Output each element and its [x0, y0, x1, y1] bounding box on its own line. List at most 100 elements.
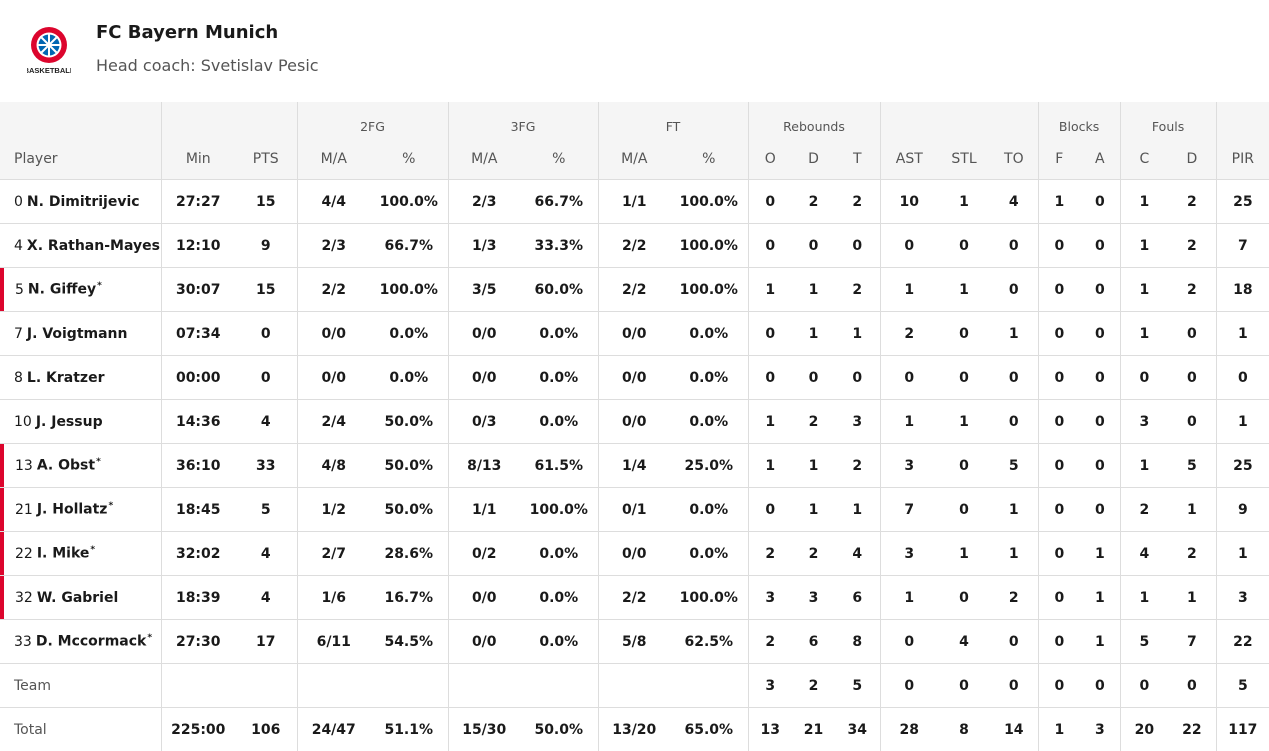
- column-header: PTS: [235, 139, 297, 180]
- player-name: D. Mccormack: [36, 634, 147, 650]
- stat-cell: 0: [1168, 312, 1216, 356]
- stat-cell: 0: [1168, 664, 1216, 708]
- stat-cell: 0: [1080, 488, 1120, 532]
- stat-cell: 2/4: [297, 400, 370, 444]
- logo-diamonds: [39, 35, 60, 56]
- stat-cell: 15: [235, 268, 297, 312]
- column-header: D: [792, 139, 835, 180]
- stat-cell: 0/2: [448, 532, 520, 576]
- stat-cell: 0: [748, 312, 792, 356]
- stat-cell: 4: [990, 180, 1038, 224]
- stat-cell: 5/8: [598, 620, 670, 664]
- stat-cell: 9: [235, 224, 297, 268]
- stat-cell: 2: [748, 532, 792, 576]
- stat-cell: 0/0: [448, 576, 520, 620]
- stat-cell: 4: [835, 532, 880, 576]
- stat-cell: 5: [835, 664, 880, 708]
- stat-cell: 0: [938, 444, 990, 488]
- group-header: [161, 102, 297, 139]
- stat-cell: 1: [1120, 268, 1168, 312]
- stat-cell: 0: [1038, 356, 1080, 400]
- stat-cell: 1: [938, 268, 990, 312]
- stat-cell: 0.0%: [520, 356, 598, 400]
- stat-cell: 0: [990, 224, 1038, 268]
- jersey-number: 0: [14, 194, 23, 210]
- column-header: Min: [161, 139, 235, 180]
- stat-cell: 1: [1080, 532, 1120, 576]
- stat-cell: 0/0: [598, 312, 670, 356]
- stat-cell: 3: [1216, 576, 1269, 620]
- player-name: J. Voigtmann: [27, 326, 128, 342]
- stat-cell: 0: [235, 356, 297, 400]
- stat-cell: 1: [1168, 576, 1216, 620]
- stat-cell: 0: [1120, 664, 1168, 708]
- stat-cell: 0.0%: [670, 400, 748, 444]
- stat-cell: 32:02: [161, 532, 235, 576]
- column-header: D: [1168, 139, 1216, 180]
- stat-cell: 0/1: [598, 488, 670, 532]
- stat-cell: 24/47: [297, 708, 370, 751]
- stat-cell: 1/4: [598, 444, 670, 488]
- head-coach: Head coach: Svetislav Pesic: [96, 56, 319, 75]
- column-header: %: [520, 139, 598, 180]
- stat-cell: 1: [880, 268, 938, 312]
- stat-cell: 0: [792, 224, 835, 268]
- column-header: AST: [880, 139, 938, 180]
- player-name: N. Dimitrijevic: [27, 194, 140, 210]
- stat-cell: 2/2: [598, 268, 670, 312]
- column-header: TO: [990, 139, 1038, 180]
- stat-cell: 0: [1038, 620, 1080, 664]
- stat-cell: [235, 664, 297, 708]
- column-header: M/A: [448, 139, 520, 180]
- stat-cell: [598, 664, 670, 708]
- group-header: 3FG: [448, 102, 598, 139]
- stat-cell: 0: [748, 356, 792, 400]
- stat-cell: [370, 664, 448, 708]
- jersey-number: 8: [14, 370, 23, 386]
- stat-cell: 0/0: [448, 312, 520, 356]
- stat-cell: 0: [990, 400, 1038, 444]
- jersey-number: 10: [14, 414, 32, 430]
- stat-cell: [520, 664, 598, 708]
- stat-cell: 100.0%: [370, 180, 448, 224]
- stat-cell: 0: [938, 488, 990, 532]
- stat-cell: 0.0%: [670, 312, 748, 356]
- stat-cell: 0: [1080, 268, 1120, 312]
- stat-cell: 0: [880, 664, 938, 708]
- stat-cell: 13: [748, 708, 792, 751]
- stat-cell: 0: [1038, 488, 1080, 532]
- stat-cell: 3: [1080, 708, 1120, 751]
- stat-cell: 0: [990, 664, 1038, 708]
- stat-cell: 1/1: [448, 488, 520, 532]
- stat-cell: 1/1: [598, 180, 670, 224]
- stat-cell: 0.0%: [520, 576, 598, 620]
- stat-cell: 0: [1216, 356, 1269, 400]
- stat-cell: 0: [1038, 444, 1080, 488]
- stat-cell: 10: [880, 180, 938, 224]
- stat-cell: 0/3: [448, 400, 520, 444]
- player-name: A. Obst: [37, 458, 95, 474]
- stat-cell: 100.0%: [670, 224, 748, 268]
- stat-cell: 0: [1080, 224, 1120, 268]
- stat-cell: 0.0%: [520, 620, 598, 664]
- starter-mark: *: [147, 633, 152, 643]
- stat-cell: 4: [235, 400, 297, 444]
- stat-cell: 2: [990, 576, 1038, 620]
- stat-cell: 0/0: [448, 620, 520, 664]
- jersey-number: 7: [14, 326, 23, 342]
- stat-cell: 0: [1038, 576, 1080, 620]
- stat-cell: 18:45: [161, 488, 235, 532]
- player-name: I. Mike: [37, 546, 90, 562]
- jersey-number: 5: [15, 282, 24, 298]
- stat-cell: 0: [835, 224, 880, 268]
- stat-cell: 0/0: [598, 532, 670, 576]
- stat-cell: 34: [835, 708, 880, 751]
- stat-cell: 0: [1080, 444, 1120, 488]
- stat-cell: 1: [990, 312, 1038, 356]
